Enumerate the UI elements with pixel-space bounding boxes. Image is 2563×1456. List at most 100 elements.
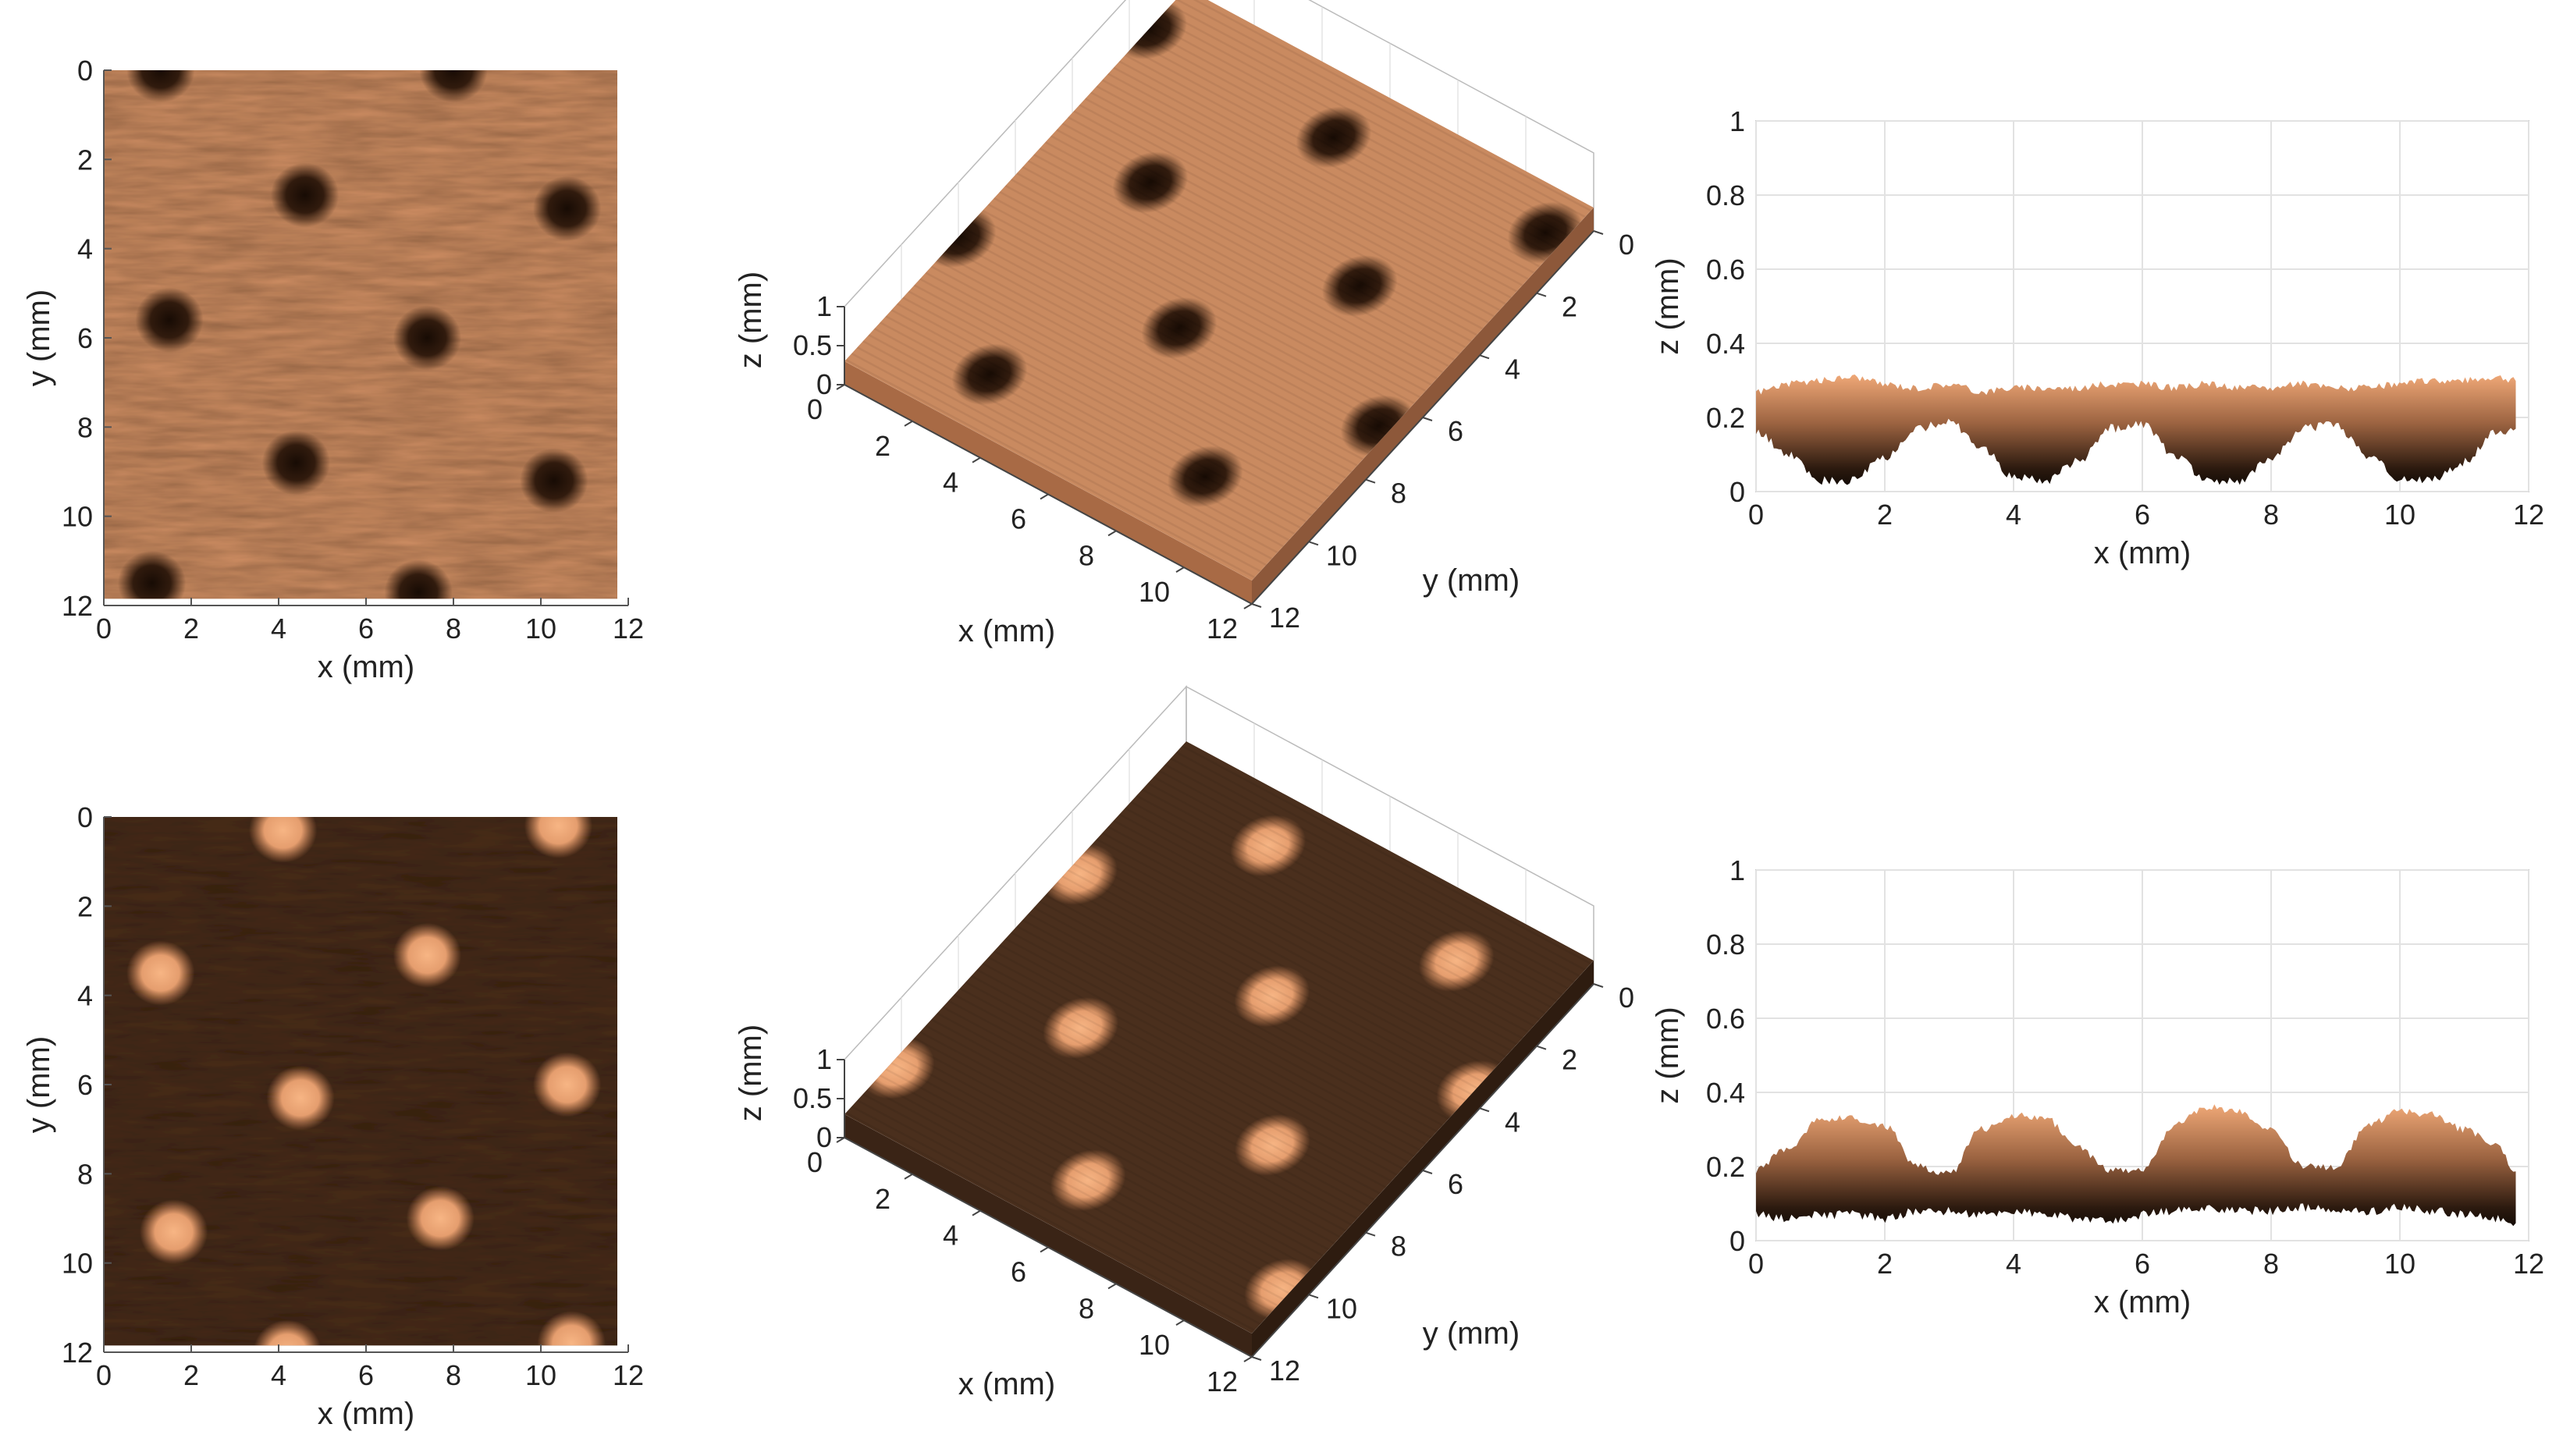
x-tick-mark [904, 420, 913, 427]
surface-striation [1015, 172, 1427, 392]
surface-striation [901, 297, 1313, 517]
y-tick-label: 10 [1326, 1292, 1357, 1324]
x-tick-label: 6 [1011, 503, 1026, 535]
surface-striation [1175, 0, 1586, 218]
surface-panel-top: 0 2 4 6 8 10 12 0 2 4 6 8 10 12 0 0.5 1 x (mm) y (mm) z (mm… [734, 0, 1634, 648]
surface-striation [901, 1049, 1313, 1270]
bump-spot-7 [406, 1186, 475, 1251]
surface-striation [1096, 85, 1506, 305]
z-tick-label: 0.5 [793, 329, 832, 361]
bump-spot-8 [254, 1319, 321, 1346]
y-tick-label: 4 [1505, 353, 1520, 385]
surface-striation [1090, 91, 1501, 311]
x-tick-label: 12 [2513, 1248, 2544, 1280]
surface-striation [1015, 925, 1427, 1145]
y-tick-label: 0 [77, 55, 93, 87]
y-tick-label: 0 [1729, 1225, 1745, 1257]
surface-right-side [1252, 961, 1594, 1357]
pit-spot-6 [261, 430, 331, 495]
x-tick-label: 0 [96, 1359, 112, 1391]
surface-striation [953, 240, 1364, 460]
surface-striation [1090, 844, 1501, 1064]
surface-striation [1107, 73, 1518, 293]
surface-striation [919, 278, 1330, 498]
heatmap-field [104, 817, 617, 1346]
y-tick-label: 8 [77, 1158, 93, 1190]
x-tick-label: 0 [807, 393, 823, 425]
x-tick-label: 4 [943, 1220, 958, 1252]
surface-striation [1181, 744, 1592, 964]
surface-striation [970, 222, 1381, 442]
y-tick-mark [1479, 1107, 1490, 1113]
surface-striation [896, 1056, 1307, 1276]
surface-striation [1072, 863, 1484, 1083]
x-tick-mark [1243, 603, 1253, 609]
y-tick-label: 0 [1619, 982, 1634, 1014]
x-tick-mark [1107, 530, 1117, 537]
y-tick-label: 6 [77, 322, 93, 354]
surface-striation [913, 284, 1324, 504]
surface-striation [1033, 907, 1444, 1127]
surface-striation [1022, 919, 1432, 1139]
y-tick-label: 2 [1562, 291, 1577, 323]
surface-top-face [844, 0, 1594, 581]
surface-striation [970, 975, 1381, 1195]
surface-striation [965, 228, 1375, 448]
surface-striation [1039, 147, 1449, 368]
x-tick-label: 2 [1877, 499, 1893, 531]
y-tick-mark [1536, 292, 1547, 297]
x-tick-label: 12 [2513, 499, 2544, 531]
surface-striation [1118, 813, 1529, 1033]
y-tick-mark [1308, 1294, 1319, 1299]
y-tick-mark [1593, 983, 1604, 988]
x-tick-label: 8 [2263, 499, 2279, 531]
x-tick-label: 0 [96, 613, 112, 645]
surface-striation [1181, 0, 1592, 211]
x-axis-label: x (mm) [958, 1367, 1055, 1401]
surface-striation [993, 950, 1404, 1170]
surface-striation [1141, 35, 1552, 255]
x-tick-label: 10 [2384, 499, 2415, 531]
surface-striation [1107, 826, 1518, 1046]
surface-striation [953, 993, 1364, 1213]
x-tick-label: 12 [1207, 1365, 1238, 1397]
y-tick-label: 6 [1448, 415, 1463, 447]
x-tick-label: 12 [613, 1359, 644, 1391]
y-tick-label: 12 [1269, 602, 1300, 634]
pit-spot-8 [117, 550, 187, 599]
surface-striation [1118, 60, 1529, 280]
y-tick-label: 6 [77, 1069, 93, 1101]
surface-striation [1101, 79, 1513, 299]
x-tick-label: 6 [358, 613, 374, 645]
pit-spot-7 [520, 448, 588, 513]
y-tick-label: 4 [1505, 1106, 1520, 1138]
surface-striation [1164, 763, 1575, 983]
surface-striation [1113, 819, 1523, 1039]
y-tick-mark [1422, 1170, 1433, 1174]
y-tick-label: 1 [1729, 854, 1745, 886]
surface-striation [913, 1037, 1324, 1257]
surface-striation [1175, 751, 1586, 971]
y-tick-mark [1536, 1045, 1547, 1050]
surface-striation [885, 315, 1296, 535]
surface-striation [1146, 782, 1558, 1002]
pit-spot-2 [270, 162, 339, 228]
surface-spot-5 [1050, 1149, 1126, 1212]
x-tick-mark [1175, 566, 1185, 574]
y-tick-mark [1308, 541, 1319, 546]
surface-striation [1010, 931, 1421, 1151]
y-tick-label: 8 [1391, 1230, 1406, 1262]
x-tick-label: 6 [2135, 499, 2150, 531]
y-axis-label: z (mm) [1651, 257, 1685, 354]
bump-spot-3 [393, 922, 462, 988]
surface-striation [1079, 857, 1489, 1077]
surface-texture [844, 741, 1594, 1333]
x-tick-label: 2 [875, 1183, 890, 1215]
y-tick-label: 0 [1619, 229, 1634, 261]
x-tick-label: 10 [1139, 576, 1170, 608]
z-axis-label: z (mm) [734, 272, 768, 368]
surface-striation [1170, 757, 1580, 977]
surface-striation [890, 1062, 1301, 1282]
surface-striation [925, 272, 1335, 492]
